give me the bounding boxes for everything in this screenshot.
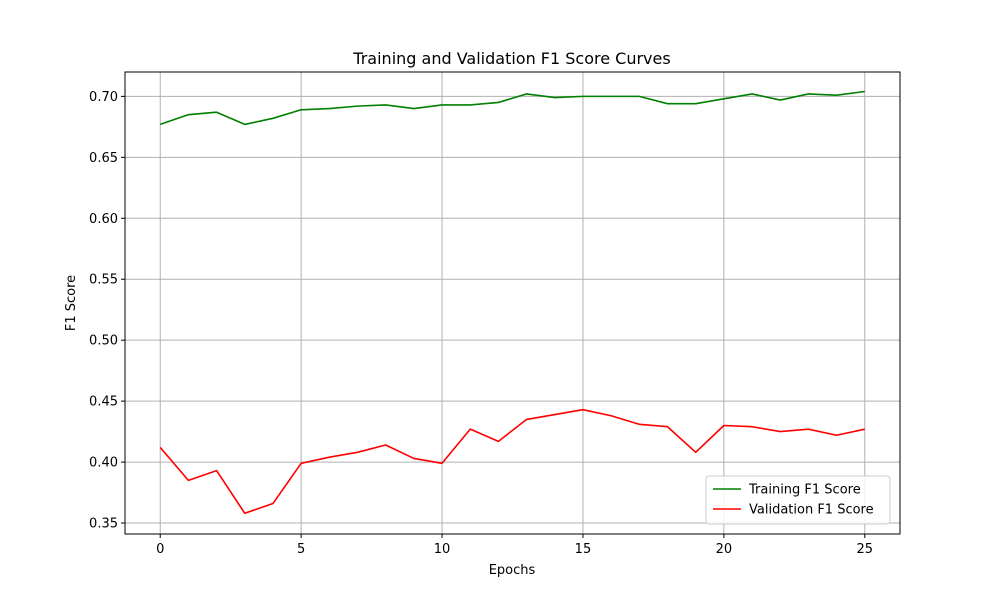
- y-tick-label: 0.40: [89, 456, 118, 471]
- y-tick-label: 0.60: [89, 212, 118, 227]
- y-tick-label: 0.35: [89, 517, 118, 532]
- y-tick-label: 0.70: [89, 90, 118, 105]
- y-tick-label: 0.55: [89, 273, 118, 288]
- chart-title: Training and Validation F1 Score Curves: [352, 49, 670, 68]
- y-tick-label: 0.50: [89, 334, 118, 349]
- y-tick-label: 0.45: [89, 395, 118, 410]
- x-tick-label: 10: [434, 542, 451, 557]
- series-lines: [159, 90, 865, 515]
- grid: [125, 72, 900, 534]
- validation-f1-line: [159, 408, 865, 515]
- axis-ticks: 0 5 10 15 20 25 0.35 0.40 0.45 0.50 0.55 0.60 0.65 0.…: [89, 90, 873, 557]
- x-tick-label: 25: [856, 542, 873, 557]
- legend: Training F1 Score Validation F1 Score: [705, 475, 891, 525]
- plot-frame: [124, 71, 901, 535]
- legend-label: Validation F1 Score: [749, 503, 874, 518]
- training-f1-line: [159, 90, 865, 126]
- legend-box: [705, 475, 891, 525]
- x-axis-label: Epochs: [489, 563, 536, 578]
- x-tick-label: 5: [297, 542, 305, 557]
- x-tick-label: 0: [156, 542, 164, 557]
- y-tick-label: 0.65: [89, 151, 118, 166]
- x-tick-label: 20: [716, 542, 733, 557]
- x-tick-label: 15: [575, 542, 592, 557]
- legend-label: Training F1 Score: [748, 483, 861, 498]
- y-axis-label: F1 Score: [64, 275, 79, 331]
